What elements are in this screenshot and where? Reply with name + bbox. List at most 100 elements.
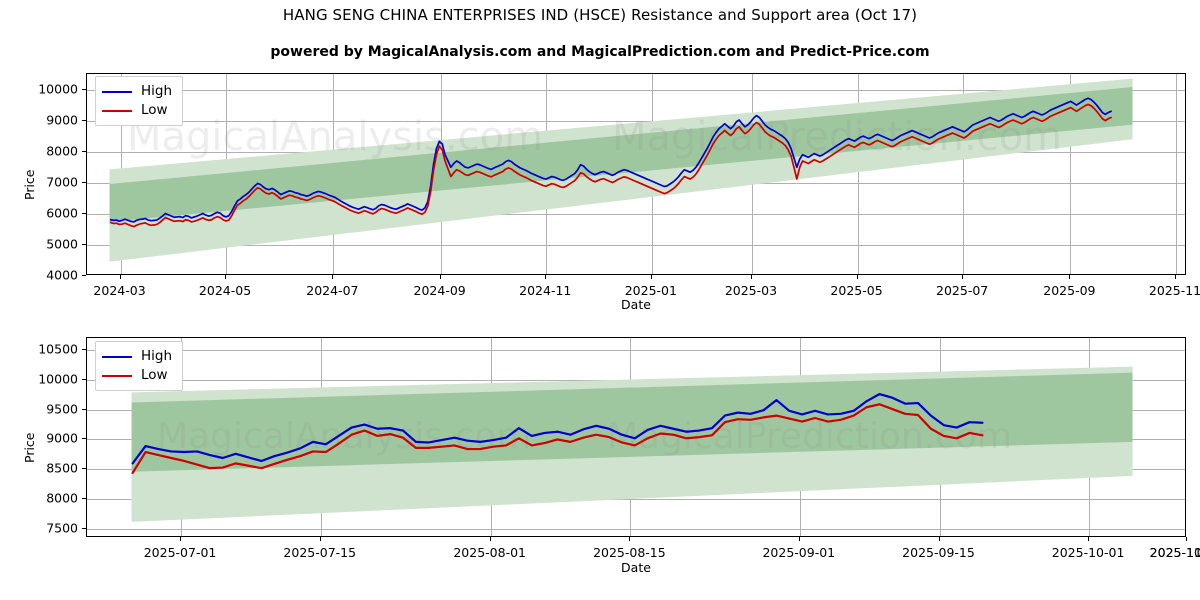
gridline-horizontal <box>87 529 1185 531</box>
y-axis-tick-label: 9000 <box>46 430 78 446</box>
x-axis-tick <box>938 537 940 541</box>
x-axis-tick-label: 2025-05 <box>830 283 883 298</box>
x-axis-tick-label: 2025-08-15 <box>593 545 666 560</box>
x-axis-tick-label: 2025-09-01 <box>762 545 836 560</box>
y-axis-tick <box>82 378 86 380</box>
top-chart-plot-area: MagicalAnalysis.com MagicalPrediction.co… <box>86 73 1186 275</box>
legend-label-low: Low <box>141 101 168 118</box>
legend-swatch-low <box>102 109 132 112</box>
x-axis-tick <box>1088 537 1090 541</box>
gridline-vertical <box>1070 74 1072 274</box>
x-axis-tick-label: 2025-11-01 <box>1149 545 1200 560</box>
y-axis-tick-label: 8500 <box>46 460 78 476</box>
y-axis-tick <box>82 528 86 530</box>
page-subtitle: powered by MagicalAnalysis.com and Magic… <box>270 44 930 60</box>
x-axis-tick-label: 2025-07-01 <box>143 545 217 560</box>
series-line-low <box>131 403 984 475</box>
x-axis-tick <box>332 275 334 279</box>
x-axis-tick <box>545 275 547 279</box>
y-axis-tick <box>82 150 86 152</box>
legend-entry-high: High <box>102 347 174 366</box>
x-axis-tick-label: 2025-11 <box>1148 283 1200 298</box>
legend-swatch-high <box>102 90 132 93</box>
y-axis-tick-label: 7500 <box>46 520 78 536</box>
gridline-horizontal <box>87 89 1185 91</box>
top-chart-legend[interactable]: High Low <box>95 76 183 126</box>
y-axis-tick-label: 9500 <box>46 401 78 417</box>
x-axis-tick <box>962 275 964 279</box>
x-axis-tick-label: 2025-03 <box>724 283 778 298</box>
y-axis-tick-label: 8000 <box>46 143 78 159</box>
gridline-horizontal <box>87 499 1185 501</box>
y-axis-tick <box>82 275 86 276</box>
legend-swatch-low <box>102 374 132 377</box>
y-axis-tick <box>82 438 86 440</box>
series-line-high <box>131 393 984 465</box>
x-axis-tick-label: 2024-09 <box>413 283 466 298</box>
x-axis-tick-label: 2025-01 <box>624 283 677 298</box>
legend-swatch-high <box>102 355 132 358</box>
x-axis-tick <box>489 537 491 541</box>
y-axis-tick <box>82 408 86 410</box>
x-axis-tick <box>798 537 800 541</box>
y-axis-tick <box>82 119 86 121</box>
x-axis-tick <box>119 275 121 279</box>
y-axis-tick <box>82 498 86 500</box>
top-chart-panel: MagicalAnalysis.com MagicalPrediction.co… <box>38 73 1200 298</box>
x-axis-tick <box>629 537 631 541</box>
x-axis-tick-label: 2025-10-15 <box>1149 545 1200 560</box>
x-axis-tick <box>180 537 182 541</box>
bottom-chart-x-axis-title: Date <box>621 560 651 575</box>
y-axis-tick-label: 6000 <box>46 205 78 221</box>
top-chart-series <box>109 97 1112 228</box>
bottom-chart-panel: MagicalAnalysis.com MagicalPrediction.co… <box>38 337 1200 560</box>
y-axis-tick <box>82 181 86 183</box>
bottom-chart-legend[interactable]: High Low <box>95 341 183 391</box>
y-axis-tick-label: 7000 <box>46 174 78 190</box>
x-axis-tick <box>750 275 752 279</box>
x-axis-tick-label: 2025-07 <box>936 283 989 298</box>
legend-entry-high: High <box>102 82 174 101</box>
y-axis-tick <box>82 88 86 90</box>
bottom-chart-series <box>131 393 984 475</box>
gridline-horizontal <box>87 349 1185 351</box>
gridline-vertical <box>1176 74 1177 274</box>
x-axis-tick <box>650 275 652 279</box>
x-axis-tick-label: 2025-10-01 <box>1051 545 1125 560</box>
page-title: HANG SENG CHINA ENTERPRISES IND (HSCE) R… <box>282 6 918 24</box>
y-axis-tick-label: 10000 <box>38 81 78 97</box>
x-axis-tick-label: 2024-07 <box>306 283 359 298</box>
y-axis-tick-label: 5000 <box>46 236 78 252</box>
legend-label-high: High <box>141 82 173 99</box>
gridline-horizontal <box>87 244 1185 246</box>
y-axis-tick-label: 9000 <box>46 112 78 128</box>
y-axis-tick <box>82 212 86 214</box>
x-axis-tick <box>1186 537 1187 541</box>
y-axis-tick-label: 8000 <box>46 490 78 506</box>
x-axis-tick <box>856 275 858 279</box>
x-axis-tick-label: 2025-08-01 <box>453 545 527 560</box>
bottom-chart-y-axis-title: Price <box>22 432 37 464</box>
series-line-low <box>109 103 1112 228</box>
series-line-high <box>109 97 1112 223</box>
x-axis-tick-label: 2025-09 <box>1043 283 1096 298</box>
top-chart-y-axis-title: Price <box>22 169 37 201</box>
x-axis-tick-label: 2025-07-15 <box>283 545 357 560</box>
x-axis-tick-label: 2024-03 <box>93 283 146 298</box>
y-axis-tick <box>82 468 86 470</box>
bottom-chart-plot-area: MagicalAnalysis.com MagicalPrediction.co… <box>86 337 1186 537</box>
x-axis-tick <box>225 275 227 279</box>
x-axis-tick-label: 2024-05 <box>198 283 252 298</box>
x-axis-tick <box>439 275 441 279</box>
y-axis-tick-label: 10000 <box>38 371 78 387</box>
gridline-horizontal <box>87 120 1185 122</box>
top-chart-x-axis-title: Date <box>621 297 651 312</box>
legend-label-high: High <box>141 347 173 364</box>
gridline-horizontal <box>87 213 1185 215</box>
y-axis-tick-label: 4000 <box>46 267 78 283</box>
y-axis-tick <box>82 243 86 245</box>
x-axis-tick-label: 2024-11 <box>519 283 572 298</box>
x-axis-tick-label: 2025-09-15 <box>902 545 975 560</box>
gridline-vertical <box>963 74 965 274</box>
